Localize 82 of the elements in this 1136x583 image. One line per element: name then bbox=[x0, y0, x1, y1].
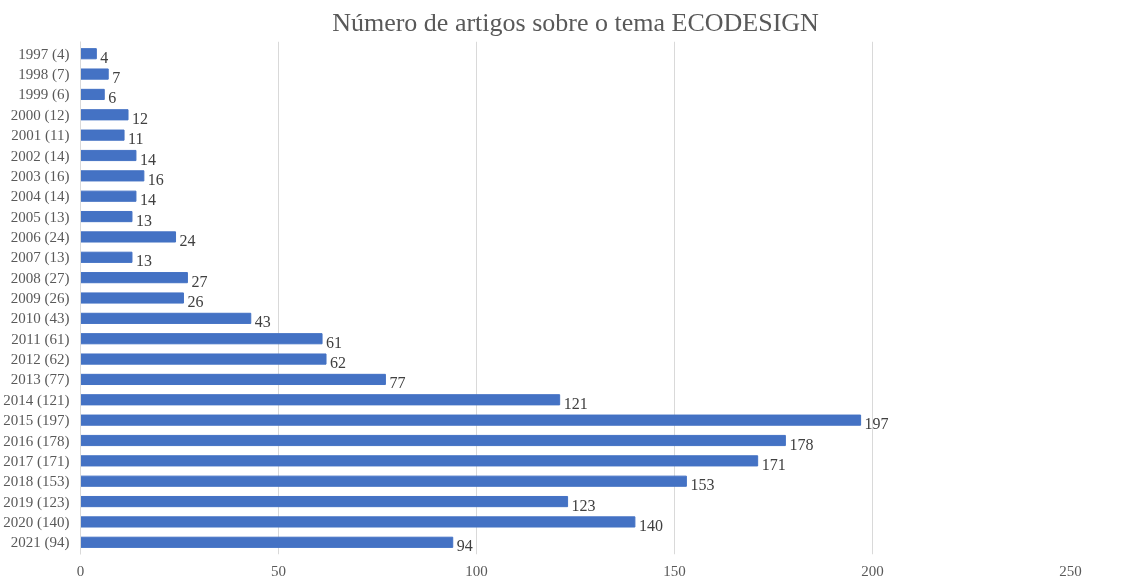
bar bbox=[80, 495, 569, 508]
x-tick-label: 50 bbox=[271, 562, 286, 579]
x-tick-label: 250 bbox=[1059, 562, 1082, 579]
chart-title: Número de artigos sobre o tema ECODESIGN bbox=[332, 7, 820, 37]
data-label: 94 bbox=[456, 537, 473, 555]
bar bbox=[80, 434, 786, 447]
data-label: 123 bbox=[571, 496, 596, 514]
bar bbox=[80, 272, 188, 284]
bar bbox=[80, 190, 137, 202]
bar bbox=[80, 536, 454, 548]
bar bbox=[80, 68, 109, 80]
data-label: 140 bbox=[638, 516, 663, 534]
data-label: 27 bbox=[191, 272, 208, 290]
data-label: 14 bbox=[139, 191, 156, 209]
y-tick-label: 2009 (26) bbox=[10, 290, 70, 307]
bar bbox=[80, 373, 386, 386]
bar bbox=[80, 333, 323, 345]
data-label: 11 bbox=[128, 130, 144, 148]
data-label: 62 bbox=[330, 354, 347, 372]
y-tick-label: 2011 (61) bbox=[11, 330, 70, 348]
y-tick-label: 1999 (6) bbox=[18, 86, 70, 104]
bar bbox=[80, 149, 137, 162]
y-tick-label: 2004 (14) bbox=[10, 188, 70, 206]
data-label: 16 bbox=[147, 170, 164, 188]
y-tick-label: 2018 (153) bbox=[3, 473, 70, 491]
data-label: 197 bbox=[864, 415, 889, 433]
y-tick-label: 2007 (13) bbox=[10, 249, 70, 267]
data-label: 43 bbox=[254, 313, 271, 331]
bar bbox=[80, 414, 862, 426]
x-tick-label: 200 bbox=[861, 562, 884, 579]
bar bbox=[80, 88, 105, 101]
data-label: 6 bbox=[108, 89, 117, 107]
bar bbox=[80, 516, 636, 528]
y-tick-label: 2001 (11) bbox=[11, 127, 70, 145]
y-tick-label: 2017 (171) bbox=[3, 452, 70, 470]
y-tick-label: 2000 (12) bbox=[10, 106, 70, 124]
data-label: 171 bbox=[761, 455, 786, 473]
y-tick-label: 2003 (16) bbox=[10, 167, 70, 185]
y-tick-label: 2010 (43) bbox=[10, 310, 70, 328]
bar bbox=[80, 292, 184, 304]
bar bbox=[80, 109, 129, 121]
y-tick-label: 2019 (123) bbox=[3, 493, 70, 511]
y-tick-label: 2008 (27) bbox=[10, 269, 70, 287]
y-tick-label: 2005 (13) bbox=[10, 208, 70, 226]
bar bbox=[80, 475, 687, 487]
y-tick-label: 2013 (77) bbox=[10, 371, 70, 389]
bar bbox=[80, 170, 145, 182]
bar bbox=[80, 48, 97, 60]
data-label: 26 bbox=[187, 293, 204, 310]
data-label: 12 bbox=[132, 109, 149, 127]
y-tick-label: 2020 (140) bbox=[3, 513, 70, 531]
bar bbox=[80, 251, 133, 263]
y-tick-label: 2002 (14) bbox=[10, 147, 70, 165]
bar bbox=[80, 231, 177, 243]
data-label: 14 bbox=[139, 150, 156, 168]
data-label: 13 bbox=[135, 252, 152, 270]
data-label: 61 bbox=[326, 333, 343, 351]
y-tick-label: 1997 (4) bbox=[18, 45, 70, 63]
bar bbox=[80, 353, 327, 365]
data-label: 121 bbox=[563, 394, 588, 412]
x-tick-label: 100 bbox=[465, 562, 488, 579]
data-label: 24 bbox=[179, 231, 196, 249]
y-tick-label: 2015 (197) bbox=[3, 412, 70, 430]
y-tick-label: 1998 (7) bbox=[18, 66, 70, 84]
bar bbox=[80, 129, 125, 141]
y-tick-label: 2012 (62) bbox=[10, 351, 70, 369]
data-label: 77 bbox=[389, 374, 406, 392]
bar bbox=[80, 210, 133, 223]
y-tick-label: 2006 (24) bbox=[10, 228, 70, 246]
data-label: 4 bbox=[100, 48, 109, 66]
y-tick-label: 2021 (94) bbox=[10, 534, 70, 552]
bar bbox=[80, 455, 759, 467]
data-label: 153 bbox=[690, 476, 715, 494]
y-tick-label: 2016 (178) bbox=[3, 432, 70, 450]
bar bbox=[80, 312, 252, 324]
x-tick-label: 0 bbox=[76, 562, 85, 579]
data-label: 7 bbox=[112, 69, 121, 87]
data-label: 13 bbox=[135, 211, 152, 229]
x-tick-label: 150 bbox=[663, 562, 686, 579]
y-tick-label: 2014 (121) bbox=[3, 391, 70, 409]
bar bbox=[80, 394, 561, 406]
data-label: 178 bbox=[789, 435, 814, 453]
